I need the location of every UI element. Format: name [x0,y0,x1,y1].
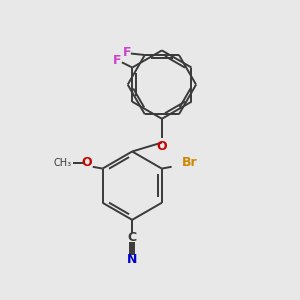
Text: C: C [128,231,137,244]
Text: CH₃: CH₃ [53,158,71,168]
Text: F: F [122,46,131,59]
Text: N: N [127,253,137,266]
Text: O: O [81,156,92,169]
Text: F: F [113,54,122,67]
Text: Br: Br [182,156,197,169]
Text: O: O [157,140,167,153]
